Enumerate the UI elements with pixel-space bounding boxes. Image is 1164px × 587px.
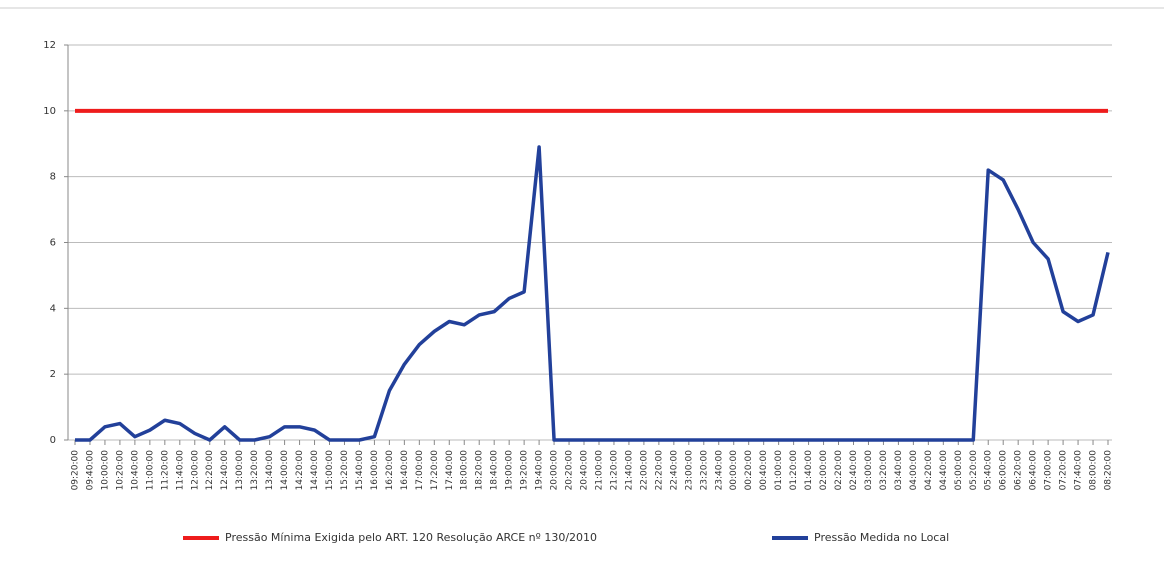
x-tick-label: 15:20:00 [340, 450, 350, 491]
x-tick-label: 03:40:00 [894, 450, 904, 491]
x-tick-label: 21:40:00 [624, 450, 634, 491]
y-tick-label: 0 [50, 435, 56, 446]
x-tick-label: 07:40:00 [1074, 450, 1084, 491]
x-tick-label: 03:00:00 [864, 450, 874, 491]
x-tick-label: 18:40:00 [490, 450, 500, 491]
x-tick-label: 02:20:00 [834, 450, 844, 491]
x-tick-label: 04:20:00 [924, 450, 934, 491]
x-tick-label: 05:40:00 [984, 450, 994, 491]
x-tick-label: 00:40:00 [759, 450, 769, 491]
x-tick-label: 01:40:00 [804, 450, 814, 491]
x-tick-label: 00:20:00 [744, 450, 754, 491]
y-tick-label: 6 [50, 238, 56, 249]
x-tick-label: 04:40:00 [939, 450, 949, 491]
x-tick-label: 18:00:00 [460, 450, 470, 491]
x-tick-label: 19:20:00 [520, 450, 530, 491]
x-tick-label: 05:00:00 [954, 450, 964, 491]
x-tick-label: 20:40:00 [580, 450, 590, 491]
x-tick-label: 22:40:00 [669, 450, 679, 491]
x-tick-label: 08:00:00 [1089, 450, 1099, 491]
x-tick-label: 23:00:00 [684, 450, 694, 491]
x-tick-label: 01:20:00 [789, 450, 799, 491]
x-tick-label: 17:40:00 [445, 450, 455, 491]
x-tick-label: 22:00:00 [639, 450, 649, 491]
x-tick-label: 03:20:00 [879, 450, 889, 491]
x-tick-label: 00:00:00 [729, 450, 739, 491]
x-tick-label: 06:00:00 [999, 450, 1009, 491]
x-tick-label: 14:20:00 [295, 450, 305, 491]
x-tick-label: 17:20:00 [430, 450, 440, 491]
x-tick-label: 09:20:00 [71, 450, 81, 491]
x-tick-label: 12:00:00 [190, 450, 200, 491]
x-tick-label: 13:20:00 [250, 450, 260, 491]
x-tick-label: 11:00:00 [145, 450, 155, 491]
x-tick-label: 20:00:00 [550, 450, 560, 491]
y-tick-label: 8 [50, 172, 56, 183]
x-tick-label: 18:20:00 [475, 450, 485, 491]
x-tick-label: 07:00:00 [1044, 450, 1054, 491]
x-tick-label: 01:00:00 [774, 450, 784, 491]
y-tick-label: 10 [43, 106, 56, 117]
x-tick-label: 17:00:00 [415, 450, 425, 491]
x-tick-label: 19:00:00 [505, 450, 515, 491]
x-tick-label: 11:20:00 [160, 450, 170, 491]
data-line [75, 145, 1110, 442]
y-tick-label: 4 [50, 303, 56, 314]
x-tick-label: 14:00:00 [280, 450, 290, 491]
x-tick-label: 09:40:00 [85, 450, 95, 491]
legend-label: Pressão Mínima Exigida pelo ART. 120 Res… [225, 531, 597, 544]
x-tick-label: 14:40:00 [310, 450, 320, 491]
x-tick-label: 11:40:00 [175, 450, 185, 491]
x-tick-label: 08:20:00 [1104, 450, 1114, 491]
x-tick-label: 12:20:00 [205, 450, 215, 491]
x-tick-label: 04:00:00 [909, 450, 919, 491]
x-tick-label: 16:40:00 [400, 450, 410, 491]
x-tick-label: 23:40:00 [714, 450, 724, 491]
x-tick-label: 15:00:00 [325, 450, 335, 491]
y-tick-label: 12 [43, 40, 56, 51]
x-tick-label: 07:20:00 [1059, 450, 1069, 491]
x-tick-label: 13:40:00 [265, 450, 275, 491]
x-tick-label: 06:40:00 [1029, 450, 1039, 491]
legend-label: Pressão Medida no Local [814, 531, 949, 544]
x-tick-label: 05:20:00 [969, 450, 979, 491]
x-tick-label: 21:20:00 [609, 450, 619, 491]
y-tick-label: 2 [50, 369, 56, 380]
x-tick-label: 15:40:00 [355, 450, 365, 491]
x-tick-label: 16:20:00 [385, 450, 395, 491]
x-tick-label: 10:20:00 [115, 450, 125, 491]
x-tick-label: 22:20:00 [654, 450, 664, 491]
x-tick-label: 02:40:00 [849, 450, 859, 491]
x-tick-label: 23:20:00 [699, 450, 709, 491]
x-tick-label: 20:20:00 [565, 450, 575, 491]
x-tick-label: 13:00:00 [235, 450, 245, 491]
x-tick-label: 16:00:00 [370, 450, 380, 491]
x-tick-label: 10:40:00 [130, 450, 140, 491]
x-tick-label: 21:00:00 [594, 450, 604, 491]
x-tick-label: 10:00:00 [100, 450, 110, 491]
x-tick-label: 06:20:00 [1014, 450, 1024, 491]
x-tick-label: 02:00:00 [819, 450, 829, 491]
x-tick-label: 12:40:00 [220, 450, 230, 491]
x-tick-label: 19:40:00 [535, 450, 545, 491]
